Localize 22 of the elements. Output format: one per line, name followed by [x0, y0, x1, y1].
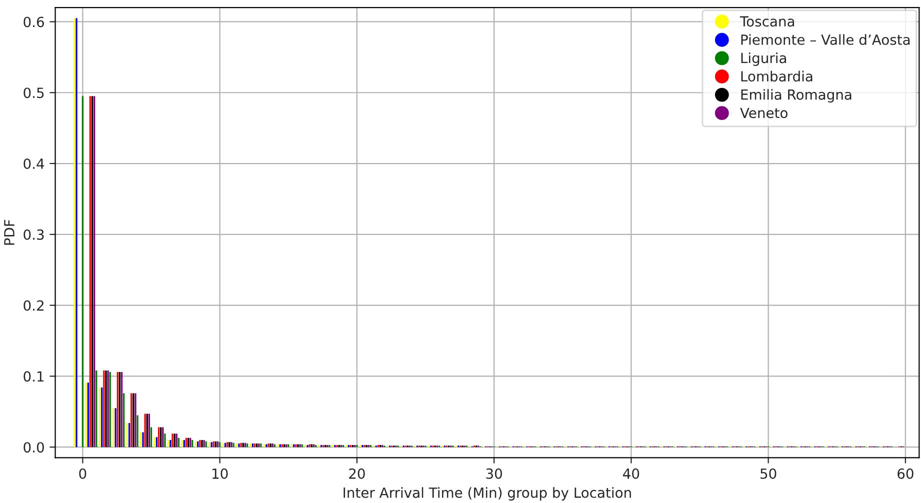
x-tick-label: 50	[760, 468, 776, 479]
y-tick-label: 0.4	[24, 158, 44, 169]
x-tick-label: 10	[212, 468, 228, 479]
x-tick-label: 0	[79, 468, 86, 479]
legend-label: Lombardia	[741, 70, 812, 82]
y-tick-label: 0.2	[24, 300, 44, 311]
x-axis-title: Inter Arrival Time (Min) group by Location	[344, 487, 631, 501]
y-tick-label: 0.6	[24, 16, 44, 28]
y-tick-label: 0.0	[24, 442, 44, 453]
y-axis-title: PDF	[4, 220, 14, 245]
legend-label: Toscana	[740, 16, 794, 27]
legend-label: Liguria	[741, 52, 786, 66]
y-tick-label: 0.1	[24, 371, 44, 382]
legend-label: Emilia Romagna	[741, 89, 852, 103]
x-tick-label: 40	[623, 468, 640, 479]
y-tick-label: 0.5	[24, 88, 44, 98]
y-tick-label: 0.3	[24, 229, 44, 240]
x-tick-label: 20	[349, 468, 365, 479]
x-tick-label: 30	[486, 468, 502, 479]
legend-label: Piemonte – Valle d’Aosta	[741, 34, 910, 45]
legend-label: Veneto	[740, 108, 788, 118]
x-tick-label: 60	[898, 468, 914, 479]
